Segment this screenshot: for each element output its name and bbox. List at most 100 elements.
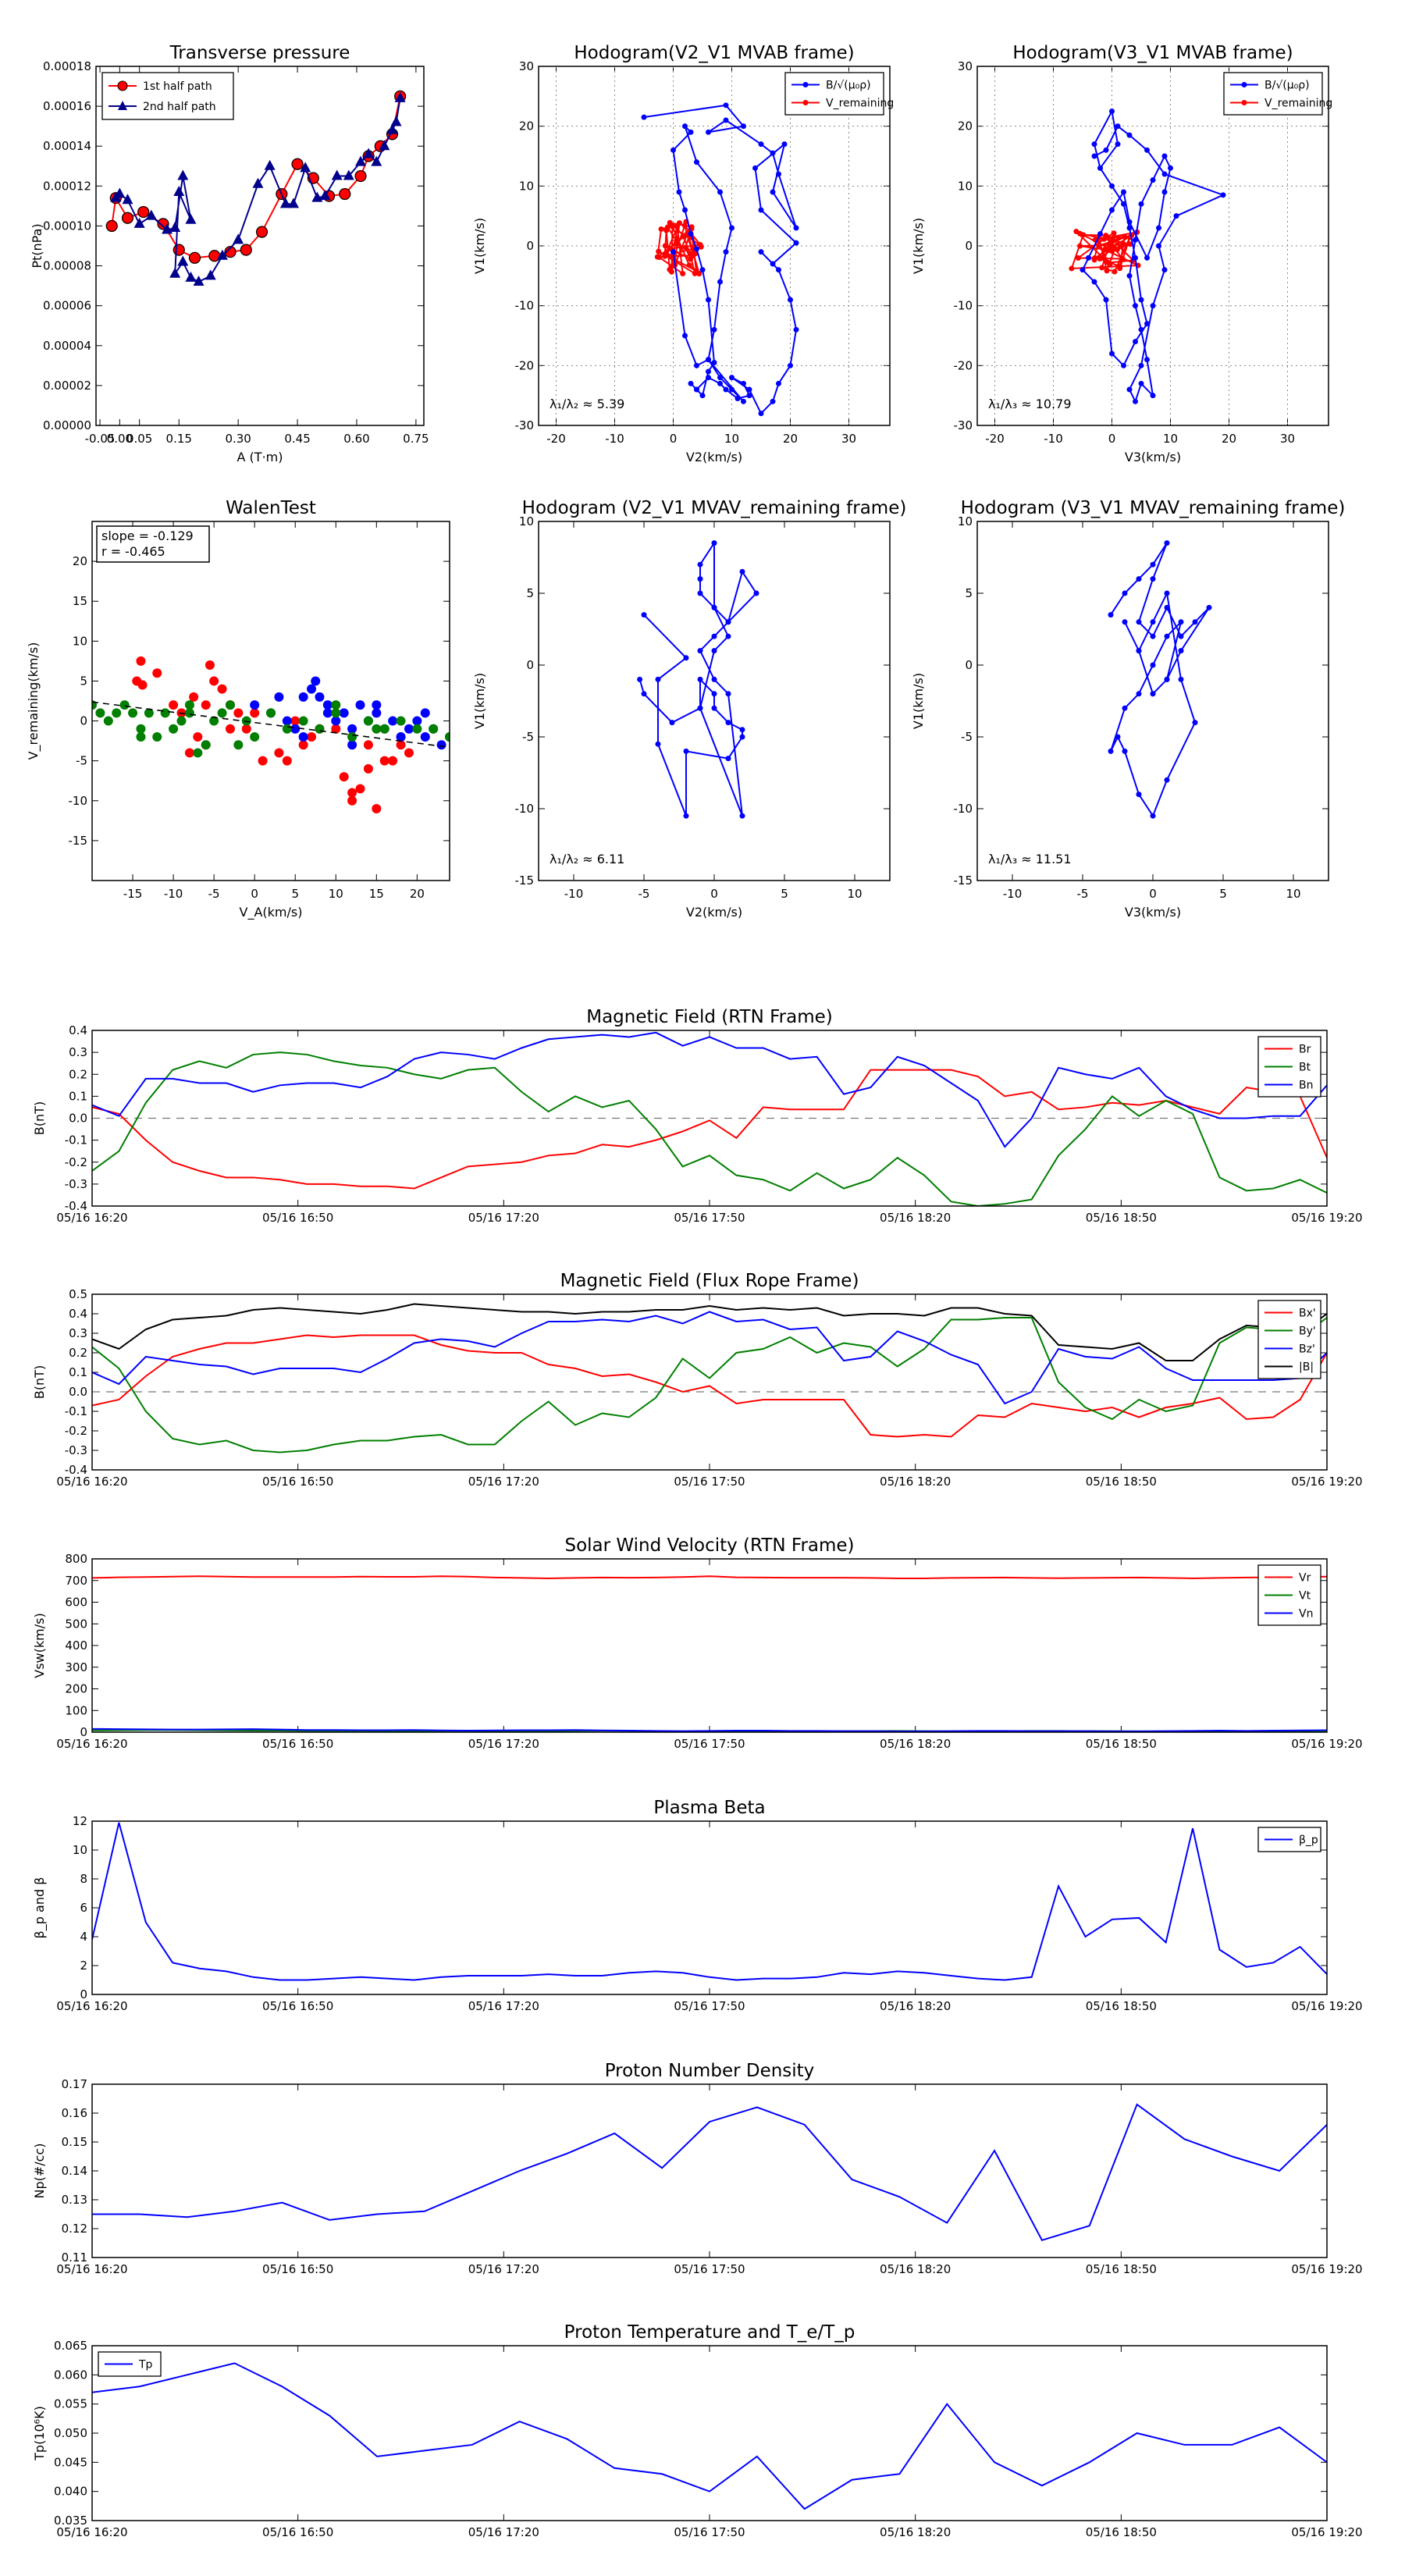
- data-point-v-remaining: [664, 224, 670, 230]
- stats-text: r = -0.465: [101, 544, 165, 559]
- data-point-dot: [739, 734, 745, 740]
- chart-vsw: Solar Wind Velocity (RTN Frame) 0 100 200 30…: [32, 1535, 1363, 1751]
- data-point-circle: [240, 244, 252, 256]
- data-point-dot: [1138, 201, 1144, 207]
- data-point-triangle: [331, 169, 343, 180]
- y-tick-label: -30: [954, 418, 973, 432]
- y-tick-label: -0.1: [65, 1133, 87, 1147]
- chart-title: Hodogram (V2_V1 MVAV_remaining frame): [522, 498, 907, 518]
- data-point-v-remaining: [696, 271, 702, 277]
- chart-title: Proton Temperature and T_e/T_p: [564, 2322, 855, 2343]
- data-point-dot: [1109, 350, 1115, 357]
- y-tick-label: 0.17: [62, 2077, 87, 2091]
- scatter-point: [363, 763, 373, 774]
- series-line-h31r-0: [1110, 543, 1210, 818]
- data-point-dot: [1150, 561, 1156, 568]
- axes-frame: [91, 2083, 1328, 2258]
- y-tick-label: -0.3: [65, 1177, 87, 1191]
- data-point-triangle: [390, 116, 402, 126]
- legend: Br Bt Bn: [1257, 1036, 1321, 1098]
- y-tick-label: 0.0: [69, 1112, 87, 1126]
- data-point-dot: [752, 165, 758, 171]
- data-point-triangle: [386, 123, 398, 134]
- y-tick-label: 20: [519, 119, 534, 133]
- x-tick-label: 0.75: [403, 432, 429, 446]
- x-tick-label: -5: [1077, 887, 1089, 901]
- scatter-point: [298, 692, 308, 702]
- axes-frame: [95, 66, 425, 426]
- x-tick-label: 0.15: [166, 432, 192, 446]
- scatter-point: [379, 724, 389, 734]
- data-point-dot: [729, 225, 735, 231]
- x-tick-label: 10: [1163, 432, 1178, 446]
- x-tick-label: 0.45: [284, 432, 310, 446]
- data-point-v-remaining: [698, 244, 704, 250]
- y-tick-label: 6: [80, 1901, 87, 1915]
- data-point-v-remaining: [680, 271, 686, 277]
- data-point-dot: [1126, 386, 1133, 393]
- data-point-dot: [1103, 297, 1109, 303]
- chart-beta: Plasma Beta 0 2 4 6 8 10 12 05/16 16:20 05/16 16:…: [32, 1798, 1363, 2013]
- fit-line: [92, 701, 450, 749]
- data-point-dot: [776, 171, 781, 177]
- data-point-dot: [1121, 189, 1126, 195]
- y-tick-label: 600: [65, 1596, 87, 1610]
- data-point-dot: [1080, 267, 1086, 273]
- x-tick-label: -10: [605, 432, 624, 446]
- y-tick-label: 0.00010: [43, 219, 91, 233]
- data-point-dot: [717, 189, 723, 195]
- y-tick-label: 200: [65, 1682, 87, 1696]
- scatter-point: [184, 700, 194, 710]
- data-point-dot: [641, 114, 647, 120]
- y-tick-label: 0.045: [54, 2455, 87, 2469]
- data-point-dot: [711, 648, 717, 654]
- data-point-v-remaining: [687, 251, 693, 257]
- x-tick-label: -10: [564, 887, 584, 901]
- series-line-vsw-2: [92, 1727, 1327, 1732]
- data-point-v-remaining: [1110, 237, 1116, 244]
- data-point-circle: [105, 219, 118, 233]
- data-point-dot: [741, 398, 746, 404]
- scatter-point: [315, 724, 325, 734]
- y-tick-label: 0.00014: [43, 139, 91, 153]
- y-axis-label: V1(km/s): [472, 218, 487, 274]
- data-point-dot: [1115, 123, 1121, 130]
- y-tick-label: 0.00018: [43, 59, 91, 73]
- legend-marker: [117, 80, 128, 91]
- y-tick-label: 0.14: [62, 2164, 87, 2178]
- data-point-dot: [793, 240, 799, 246]
- data-point-dot: [1108, 748, 1114, 754]
- y-tick-label: 0.00000: [43, 418, 91, 432]
- x-tick-label: 05/16 18:50: [1086, 1475, 1157, 1489]
- x-axis-label: V2(km/s): [686, 905, 742, 920]
- data-point-dot: [776, 267, 781, 273]
- stats-box: [96, 525, 210, 563]
- x-tick-label: 15: [369, 887, 384, 901]
- data-point-dot: [1091, 141, 1097, 148]
- scatter-point: [136, 724, 146, 734]
- x-axis-label: V3(km/s): [1125, 905, 1181, 920]
- y-tick-label: -10: [69, 794, 88, 808]
- data-point-dot: [711, 676, 717, 682]
- legend-label: Bt: [1299, 1062, 1311, 1074]
- data-point-dot: [746, 393, 752, 399]
- data-point-triangle: [193, 276, 205, 286]
- x-tick-label: 05/16 17:20: [468, 1211, 539, 1225]
- legend-label: Bn: [1299, 1080, 1313, 1092]
- axes-frame: [976, 66, 1329, 426]
- scatter-point: [152, 668, 162, 678]
- chart-tpp: Proton Temperature and T_e/T_p 0.035 0.040…: [32, 2322, 1363, 2539]
- scatter-point: [266, 708, 276, 718]
- scatter-point: [347, 740, 357, 750]
- plot-area: [641, 102, 799, 417]
- series-line-mag_rtn-0: [92, 1069, 1327, 1190]
- data-point-dot: [711, 360, 717, 365]
- x-tick-label: 05/16 17:50: [674, 2262, 745, 2276]
- data-point-dot: [723, 386, 729, 393]
- legend-label: V_remaining: [826, 98, 894, 110]
- y-axis-label: V_remaining(km/s): [26, 642, 41, 760]
- chart-h21: Hodogram(V2_V1 MVAB frame) -30 -20 -10 0 10 20…: [472, 43, 894, 464]
- y-tick-label: 0.055: [54, 2397, 87, 2411]
- scatter-point: [201, 740, 211, 750]
- y-tick-label: 10: [73, 634, 87, 648]
